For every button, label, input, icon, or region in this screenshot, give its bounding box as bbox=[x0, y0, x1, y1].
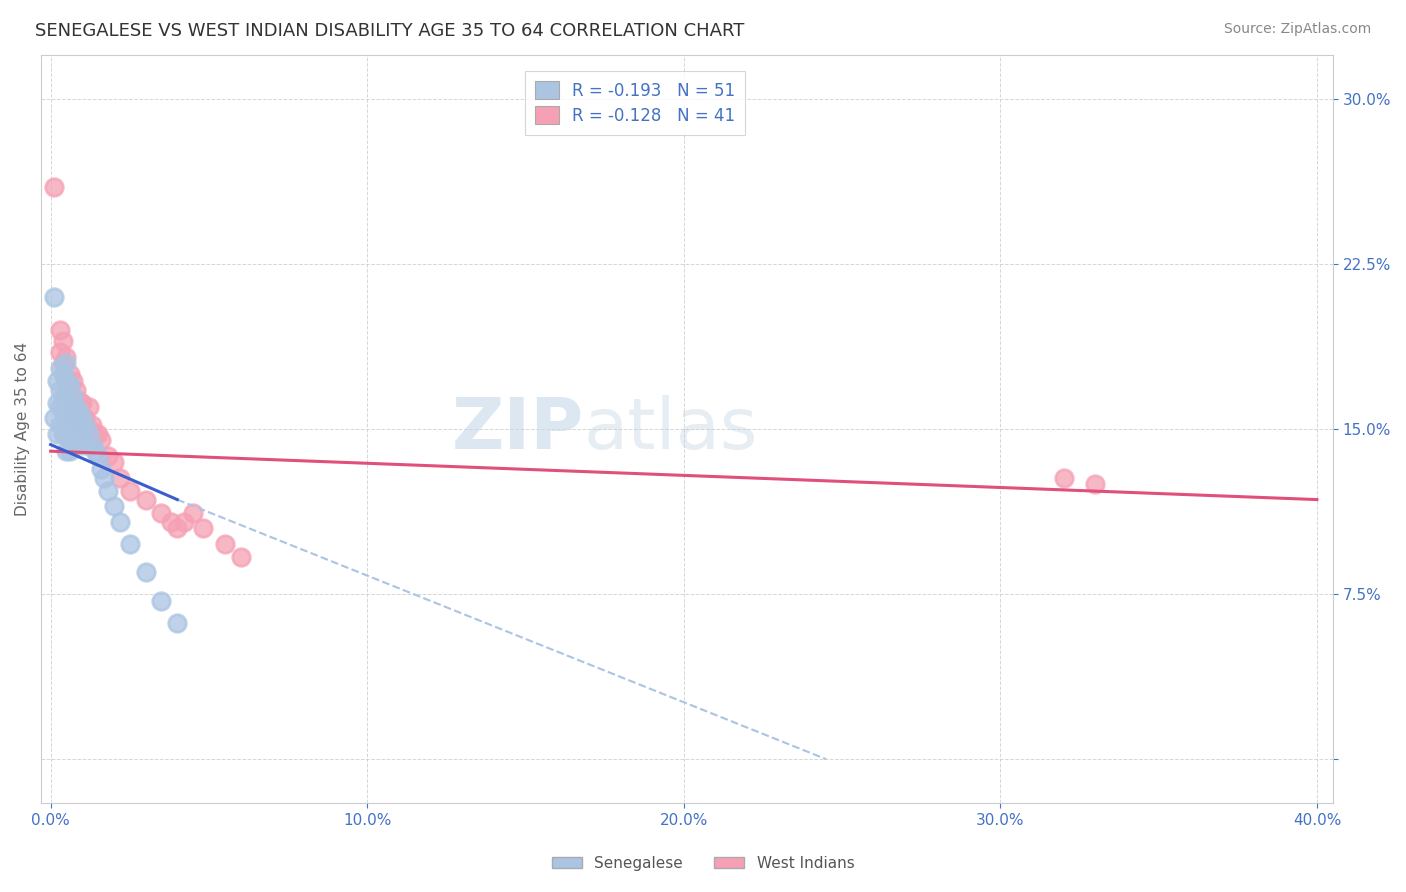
Point bbox=[62, 393, 84, 408]
Point bbox=[62, 437, 84, 451]
Point bbox=[118, 536, 141, 550]
Point bbox=[67, 437, 90, 451]
Point bbox=[65, 433, 87, 447]
Point bbox=[45, 426, 67, 441]
Point bbox=[42, 180, 65, 194]
Point bbox=[65, 400, 87, 414]
Point bbox=[62, 422, 84, 436]
Point bbox=[75, 437, 97, 451]
Point bbox=[110, 515, 132, 529]
Point bbox=[103, 455, 125, 469]
Point bbox=[118, 483, 141, 498]
Point bbox=[166, 615, 188, 630]
Point bbox=[84, 426, 107, 441]
Point bbox=[52, 389, 75, 403]
Point bbox=[160, 515, 183, 529]
Point bbox=[59, 389, 82, 403]
Point bbox=[87, 449, 110, 463]
Point bbox=[110, 470, 132, 484]
Point bbox=[65, 400, 87, 414]
Point bbox=[80, 417, 103, 432]
Point bbox=[97, 483, 120, 498]
Point bbox=[72, 426, 94, 441]
Point bbox=[55, 356, 77, 370]
Point bbox=[80, 437, 103, 451]
Legend: Senegalese, West Indians: Senegalese, West Indians bbox=[546, 850, 860, 877]
Text: Source: ZipAtlas.com: Source: ZipAtlas.com bbox=[1223, 22, 1371, 37]
Point bbox=[59, 393, 82, 408]
Point bbox=[52, 356, 75, 370]
Point bbox=[90, 433, 112, 447]
Point bbox=[1053, 470, 1076, 484]
Point bbox=[97, 449, 120, 463]
Point bbox=[65, 417, 87, 432]
Point bbox=[55, 426, 77, 441]
Point bbox=[52, 334, 75, 348]
Point bbox=[45, 396, 67, 410]
Point bbox=[67, 404, 90, 418]
Point bbox=[72, 396, 94, 410]
Point bbox=[150, 506, 173, 520]
Point bbox=[59, 367, 82, 381]
Point bbox=[75, 411, 97, 425]
Text: ZIP: ZIP bbox=[451, 394, 583, 464]
Point bbox=[103, 499, 125, 513]
Point bbox=[150, 594, 173, 608]
Point bbox=[49, 417, 72, 432]
Point bbox=[173, 515, 195, 529]
Point bbox=[52, 404, 75, 418]
Point bbox=[229, 549, 252, 564]
Point bbox=[55, 411, 77, 425]
Point bbox=[65, 383, 87, 397]
Point bbox=[49, 345, 72, 359]
Point bbox=[49, 323, 72, 337]
Point bbox=[135, 565, 157, 579]
Point bbox=[77, 422, 100, 436]
Point bbox=[214, 536, 236, 550]
Point bbox=[62, 389, 84, 403]
Point bbox=[67, 422, 90, 436]
Point bbox=[45, 374, 67, 388]
Point bbox=[84, 444, 107, 458]
Point bbox=[181, 506, 204, 520]
Point bbox=[49, 360, 72, 375]
Point bbox=[77, 400, 100, 414]
Point bbox=[72, 411, 94, 425]
Point bbox=[52, 426, 75, 441]
Legend: R = -0.193   N = 51, R = -0.128   N = 41: R = -0.193 N = 51, R = -0.128 N = 41 bbox=[526, 71, 745, 135]
Point bbox=[67, 411, 90, 425]
Point bbox=[52, 367, 75, 381]
Point bbox=[90, 462, 112, 476]
Point bbox=[55, 374, 77, 388]
Point bbox=[67, 393, 90, 408]
Y-axis label: Disability Age 35 to 64: Disability Age 35 to 64 bbox=[15, 343, 30, 516]
Point bbox=[75, 417, 97, 432]
Point bbox=[62, 404, 84, 418]
Point bbox=[49, 383, 72, 397]
Point bbox=[166, 521, 188, 535]
Point bbox=[55, 444, 77, 458]
Point bbox=[135, 492, 157, 507]
Point bbox=[59, 411, 82, 425]
Point bbox=[93, 470, 115, 484]
Point bbox=[42, 290, 65, 304]
Point bbox=[55, 374, 77, 388]
Point bbox=[49, 400, 72, 414]
Point bbox=[55, 389, 77, 403]
Point bbox=[59, 378, 82, 392]
Point bbox=[1084, 477, 1107, 491]
Point bbox=[191, 521, 214, 535]
Text: SENEGALESE VS WEST INDIAN DISABILITY AGE 35 TO 64 CORRELATION CHART: SENEGALESE VS WEST INDIAN DISABILITY AGE… bbox=[35, 22, 745, 40]
Point bbox=[59, 444, 82, 458]
Point bbox=[87, 426, 110, 441]
Point bbox=[77, 426, 100, 441]
Point bbox=[62, 374, 84, 388]
Point bbox=[72, 416, 94, 430]
Point bbox=[62, 411, 84, 425]
Point bbox=[55, 350, 77, 364]
Point bbox=[42, 411, 65, 425]
Point bbox=[55, 393, 77, 408]
Text: atlas: atlas bbox=[583, 394, 758, 464]
Point bbox=[59, 426, 82, 441]
